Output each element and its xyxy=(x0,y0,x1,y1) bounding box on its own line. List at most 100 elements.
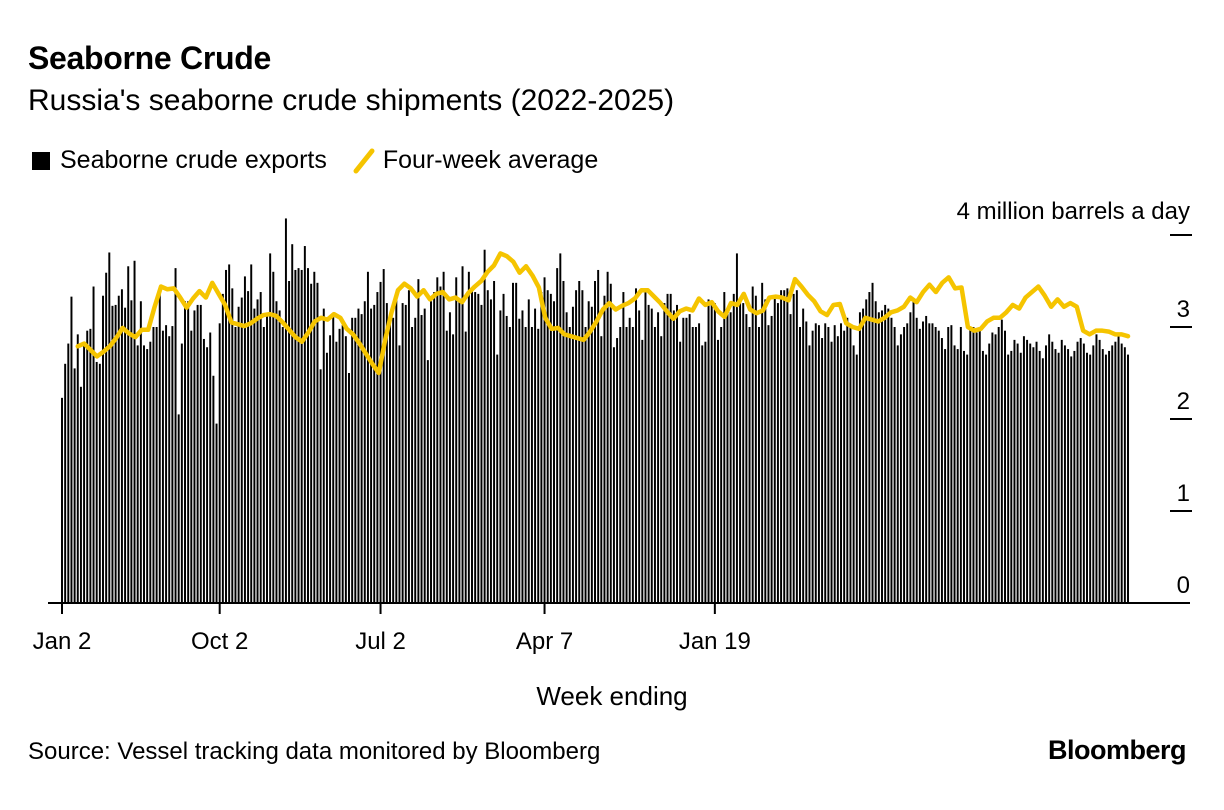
bar xyxy=(991,332,994,603)
bar xyxy=(120,289,123,603)
bar xyxy=(1004,330,1006,603)
bar xyxy=(177,414,180,603)
bar xyxy=(363,301,366,603)
bar xyxy=(1104,354,1107,603)
bar xyxy=(515,282,518,603)
chart-subtitle: Russia's seaborne crude shipments (2022-… xyxy=(28,84,675,117)
bar xyxy=(720,327,723,603)
chart-title: Seaborne Crude xyxy=(28,40,271,76)
bar xyxy=(430,301,432,603)
bar xyxy=(95,361,98,603)
bar xyxy=(288,281,291,603)
bar xyxy=(799,327,801,603)
bar xyxy=(168,336,171,603)
bar xyxy=(124,307,127,603)
bar xyxy=(1013,339,1016,603)
bar xyxy=(676,304,678,603)
bar xyxy=(1117,336,1120,603)
bar xyxy=(754,295,757,603)
bar xyxy=(411,327,414,603)
bar xyxy=(341,325,344,603)
bar xyxy=(171,326,174,603)
bar xyxy=(1016,343,1019,603)
bar xyxy=(887,308,890,603)
bar xyxy=(944,349,947,603)
bar xyxy=(1038,350,1041,603)
bar xyxy=(745,314,748,603)
bar xyxy=(647,304,650,603)
bar xyxy=(549,293,552,603)
bar xyxy=(543,277,546,603)
y-tick-label: 3 xyxy=(1177,296,1190,323)
bar xyxy=(713,303,716,603)
bar xyxy=(83,345,86,603)
bar xyxy=(401,303,404,603)
y-tick-label: 0 xyxy=(1177,572,1190,599)
bar xyxy=(975,332,978,603)
bar xyxy=(612,347,615,603)
bar xyxy=(669,293,672,603)
bar xyxy=(751,286,754,603)
bar xyxy=(480,304,483,603)
bar xyxy=(559,253,562,603)
bar xyxy=(795,290,798,603)
four-week-average-line xyxy=(75,251,1131,376)
bar xyxy=(937,330,940,603)
bar xyxy=(338,328,341,603)
bar xyxy=(215,423,218,603)
bar xyxy=(527,299,530,603)
bar xyxy=(912,301,915,603)
bar xyxy=(530,327,533,603)
bar xyxy=(146,349,149,603)
bar xyxy=(808,345,811,603)
bar xyxy=(865,299,868,603)
bar xyxy=(1000,319,1003,603)
bar xyxy=(294,269,297,603)
bar xyxy=(594,281,596,603)
bar xyxy=(1029,343,1032,603)
bar xyxy=(136,345,139,603)
bar xyxy=(587,301,590,603)
bar xyxy=(811,330,814,603)
bar xyxy=(165,325,168,603)
bar xyxy=(874,301,877,603)
bar xyxy=(464,331,467,603)
bar xyxy=(221,293,224,603)
bar xyxy=(1035,341,1038,603)
bar xyxy=(187,301,190,603)
bar xyxy=(663,303,666,603)
bar xyxy=(508,327,511,603)
bar xyxy=(398,345,401,603)
bar xyxy=(956,349,959,603)
bar xyxy=(1089,354,1092,603)
bar xyxy=(985,354,988,603)
bar xyxy=(578,281,581,603)
bar xyxy=(776,303,779,603)
y-axis-unit-label: 4 million barrels a day xyxy=(957,198,1190,225)
bar xyxy=(247,291,250,603)
bar xyxy=(978,330,981,603)
bar xyxy=(947,327,950,603)
bar xyxy=(846,317,849,603)
bar xyxy=(726,308,729,603)
bar xyxy=(158,290,161,603)
bar xyxy=(266,315,268,603)
bar xyxy=(1095,334,1098,603)
bar xyxy=(843,330,846,603)
bar xyxy=(1007,354,1010,603)
bar xyxy=(824,323,827,603)
bar xyxy=(767,325,770,603)
bar xyxy=(79,386,82,603)
legend-bars-label: Seaborne crude exports xyxy=(60,146,327,174)
bar xyxy=(376,292,379,603)
bar xyxy=(1127,354,1129,603)
bar xyxy=(231,288,234,603)
bar xyxy=(237,306,240,603)
bar xyxy=(489,299,492,603)
legend-item-line: Four-week average xyxy=(353,146,598,175)
x-axis-title: Week ending xyxy=(536,681,687,711)
bar xyxy=(155,327,158,603)
bar xyxy=(354,317,357,603)
bar xyxy=(688,314,691,603)
bar xyxy=(1054,349,1057,603)
